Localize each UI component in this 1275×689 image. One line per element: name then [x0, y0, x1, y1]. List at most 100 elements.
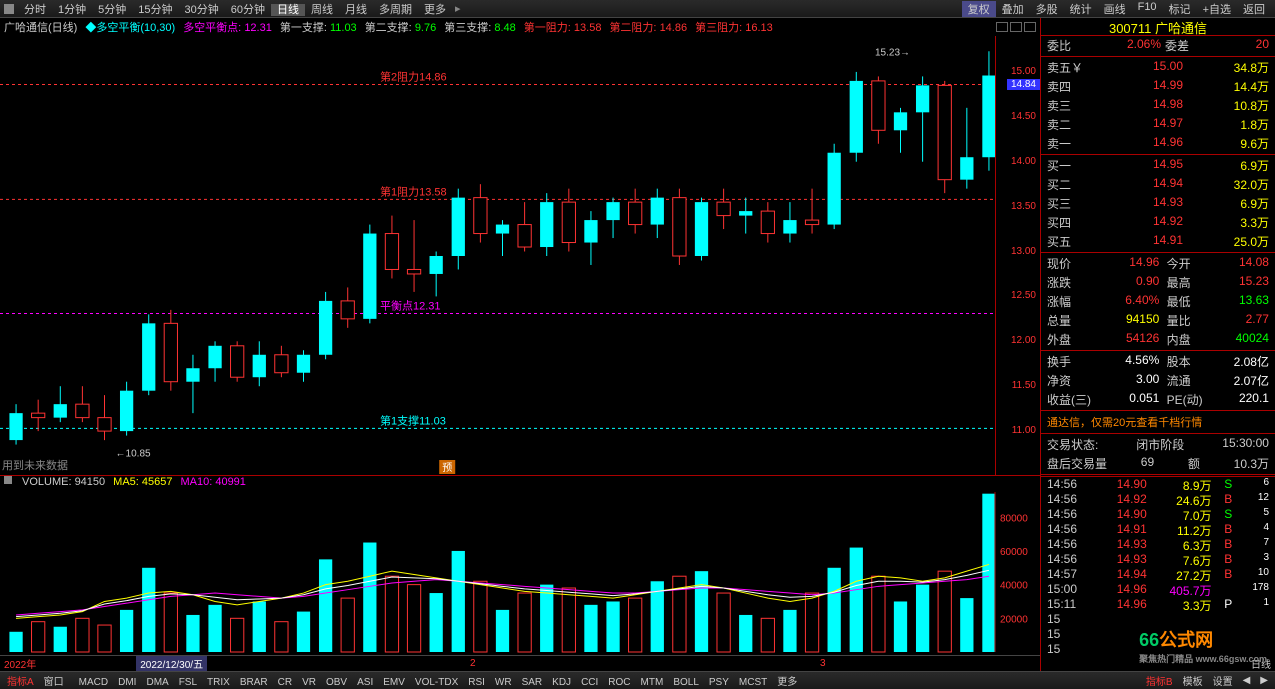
menu-icon[interactable] — [4, 4, 14, 14]
timeframe-5[interactable]: 60分钟 — [225, 4, 271, 16]
svg-text:第1阻力13.58: 第1阻力13.58 — [380, 184, 447, 198]
ma10-value: MA10: 40991 — [180, 476, 245, 492]
win-icon[interactable] — [1024, 22, 1036, 32]
stat-row: 净资3.00流通2.07亿 — [1041, 371, 1275, 390]
indicator-ROC[interactable]: ROC — [603, 677, 635, 688]
template-button[interactable]: 模板 — [1178, 673, 1208, 688]
indicator-KDJ[interactable]: KDJ — [547, 677, 576, 688]
indicator-FSL[interactable]: FSL — [174, 677, 202, 688]
orderbook-row: 卖一14.969.6万 — [1041, 134, 1275, 153]
timeframe-4[interactable]: 30分钟 — [179, 4, 225, 16]
price-chart[interactable]: 第2阻力14.86第1阻力13.58平衡点12.31第1支撑11.0315.23… — [0, 36, 1040, 475]
win-icon[interactable] — [996, 22, 1008, 32]
stat-row: 涨跌0.90最高15.23 — [1041, 273, 1275, 292]
timeframe-0[interactable]: 分时 — [18, 4, 52, 16]
indicator-VR[interactable]: VR — [297, 677, 321, 688]
indicator-EMV[interactable]: EMV — [378, 677, 410, 688]
ratio-row: 委比2.06% 委差20 — [1041, 36, 1275, 55]
toolbtn-0[interactable]: 复权 — [962, 1, 996, 17]
indicator-RSI[interactable]: RSI — [463, 677, 490, 688]
orderbook-row: 卖三14.9810.8万 — [1041, 96, 1275, 115]
orderbook-row: 买四14.923.3万 — [1041, 213, 1275, 232]
volume-value: VOLUME: 94150 — [22, 476, 105, 492]
indicator-CR[interactable]: CR — [273, 677, 297, 688]
trade-row: 15:0014.96405.7万178 — [1041, 582, 1275, 597]
svg-text:20000: 20000 — [1000, 614, 1028, 625]
timeframe-3[interactable]: 15分钟 — [132, 4, 178, 16]
indicator-b-label[interactable]: 指标B — [1141, 673, 1178, 688]
stat-row: 收益(三)0.051PE(动)220.1 — [1041, 390, 1275, 409]
toolbtn-5[interactable]: F10 — [1132, 1, 1163, 17]
indicator-MACD[interactable]: MACD — [74, 677, 113, 688]
svg-text:预: 预 — [442, 462, 452, 474]
quote-panel: 300711 广哈通信 委比2.06% 委差20 卖五￥15.0034.8万卖四… — [1040, 18, 1275, 671]
window-button[interactable]: 窗口 — [39, 673, 69, 688]
left-arrow-icon[interactable]: ◀ — [1238, 675, 1256, 686]
stat-row: 涨幅6.40%最低13.63 — [1041, 292, 1275, 311]
trade-row: 14:5714.9427.2万B10 — [1041, 567, 1275, 582]
indicator-CCI[interactable]: CCI — [576, 677, 603, 688]
toolbtn-3[interactable]: 统计 — [1064, 1, 1098, 17]
toolbtn-1[interactable]: 叠加 — [996, 1, 1030, 17]
toolbtn-4[interactable]: 画线 — [1098, 1, 1132, 17]
notice-text[interactable]: 通达信，仅需20元查看千档行情 — [1041, 412, 1275, 432]
indicator-MTM[interactable]: MTM — [636, 677, 669, 688]
indicator-OBV[interactable]: OBV — [321, 677, 352, 688]
indicator-PSY[interactable]: PSY — [704, 677, 734, 688]
trade-row: 14:5614.936.3万B7 — [1041, 537, 1275, 552]
timeframe-7[interactable]: 周线 — [305, 4, 339, 16]
indicator-MCST[interactable]: MCST — [734, 677, 772, 688]
indicator-更多[interactable]: 更多 — [772, 677, 802, 688]
timeframe-10[interactable]: 更多 — [418, 4, 452, 16]
stock-name: 广哈通信(日线) — [4, 19, 77, 35]
svg-text:60000: 60000 — [1000, 547, 1028, 558]
win-icon[interactable] — [1010, 22, 1022, 32]
dropdown-icon[interactable]: ▸ — [452, 2, 464, 15]
indicator-TRIX[interactable]: TRIX — [202, 677, 235, 688]
indicator-VOL-TDX[interactable]: VOL-TDX — [410, 677, 463, 688]
trade-row: 14:5614.9224.6万B12 — [1041, 492, 1275, 507]
timeframe-1[interactable]: 1分钟 — [52, 4, 92, 16]
stat-row: 换手4.56%股本2.08亿 — [1041, 352, 1275, 371]
right-arrow-icon[interactable]: ▶ — [1255, 675, 1273, 686]
settings-button[interactable]: 设置 — [1208, 673, 1238, 688]
indicator-SAR[interactable]: SAR — [517, 677, 548, 688]
toolbtn-2[interactable]: 多股 — [1030, 1, 1064, 17]
orderbook-row: 买三14.936.9万 — [1041, 194, 1275, 213]
chart-info-bar: 广哈通信(日线) ◆多空平衡(10,30) 多空平衡点: 12.31 第一支撑:… — [0, 18, 1040, 36]
svg-text:80000: 80000 — [1000, 513, 1028, 524]
watermark-logo: 66公式网 聚焦热门精品 www.66gsw.com — [1139, 626, 1267, 665]
timeframe-9[interactable]: 多周期 — [373, 4, 418, 16]
indicator-WR[interactable]: WR — [490, 677, 517, 688]
trade-row: 15 — [1041, 612, 1275, 627]
ma5-value: MA5: 45657 — [113, 476, 172, 492]
orderbook-row: 卖四14.9914.4万 — [1041, 77, 1275, 96]
stat-row: 外盘54126内盘40024 — [1041, 330, 1275, 349]
indicator-a-label[interactable]: 指标A — [2, 673, 39, 688]
volume-chart[interactable]: VOLUME: 94150 MA5: 45657 MA10: 40991 200… — [0, 475, 1040, 655]
trade-row: 15:1114.963.3万P1 — [1041, 597, 1275, 612]
toolbtn-8[interactable]: 返回 — [1237, 1, 1271, 17]
timeframe-8[interactable]: 月线 — [339, 4, 373, 16]
trade-row: 14:5614.908.9万S6 — [1041, 477, 1275, 492]
indicator-bar: 指标A 窗口 MACDDMIDMAFSLTRIXBRARCRVROBVASIEM… — [0, 671, 1275, 689]
indicator-ASI[interactable]: ASI — [352, 677, 378, 688]
trade-row: 14:5614.907.0万S5 — [1041, 507, 1275, 522]
toolbtn-7[interactable]: +自选 — [1197, 1, 1237, 17]
orderbook-row: 卖五￥15.0034.8万 — [1041, 58, 1275, 77]
svg-text:第1支撑11.03: 第1支撑11.03 — [380, 413, 446, 427]
svg-text:15.23→: 15.23→ — [875, 47, 910, 58]
stock-header: 300711 广哈通信 — [1041, 18, 1275, 36]
svg-text:←10.85: ←10.85 — [116, 449, 151, 460]
stat-row: 总量94150量比2.77 — [1041, 311, 1275, 330]
timeframe-2[interactable]: 5分钟 — [92, 4, 132, 16]
indicator-BOLL[interactable]: BOLL — [668, 677, 704, 688]
indicator-BRAR[interactable]: BRAR — [235, 677, 273, 688]
orderbook-row: 买五14.9125.0万 — [1041, 232, 1275, 251]
timeframe-6[interactable]: 日线 — [271, 4, 305, 16]
indicator-DMI[interactable]: DMI — [113, 677, 141, 688]
indicator-DMA[interactable]: DMA — [141, 677, 173, 688]
svg-text:40000: 40000 — [1000, 581, 1028, 592]
top-toolbar: 分时1分钟5分钟15分钟30分钟60分钟日线周线月线多周期更多 ▸ 复权叠加多股… — [0, 0, 1275, 18]
toolbtn-6[interactable]: 标记 — [1163, 1, 1197, 17]
